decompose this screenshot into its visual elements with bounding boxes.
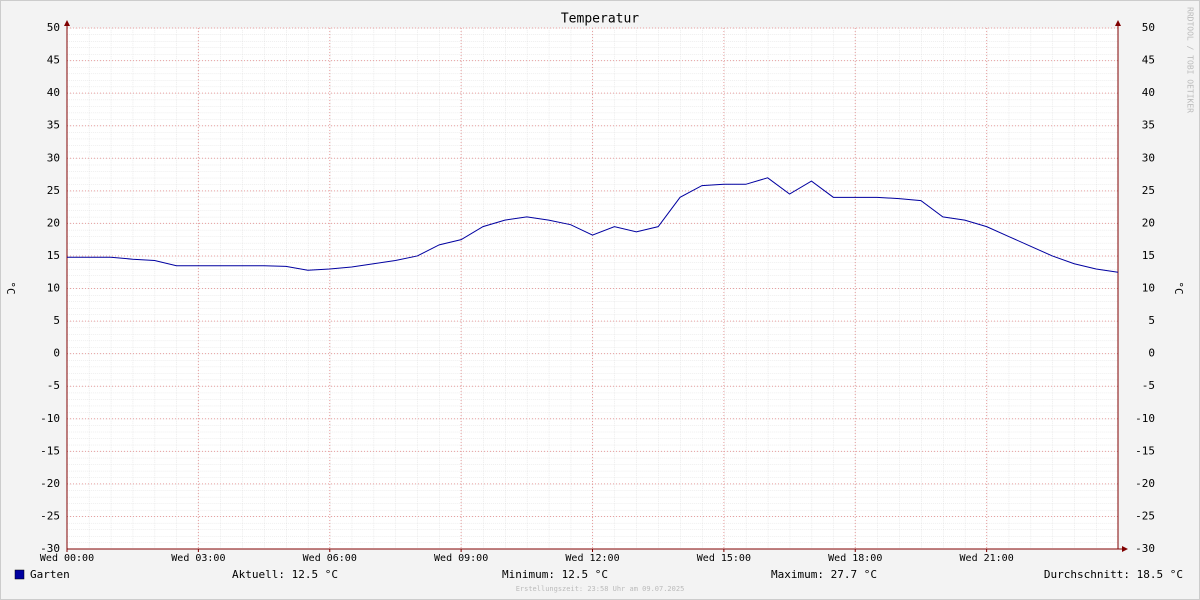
y2-tick-label: -10 — [1135, 412, 1155, 425]
y2-tick-label: 25 — [1142, 184, 1155, 197]
y2-tick-label: 15 — [1142, 249, 1155, 262]
y-tick-label: -15 — [40, 444, 60, 457]
legend-stat: Durchschnitt: 18.5 °C — [1044, 568, 1183, 581]
legend-stat: Maximum: 27.7 °C — [771, 568, 877, 581]
y-tick-label: 50 — [47, 21, 60, 34]
y-tick-label: -25 — [40, 509, 60, 522]
x-tick-label: Wed 03:00 — [171, 553, 225, 564]
chart-title: Temperatur — [561, 12, 639, 27]
arrow — [1122, 546, 1128, 552]
y-tick-label: 30 — [47, 151, 60, 164]
y2-tick-label: -5 — [1142, 379, 1155, 392]
y-tick-label: -10 — [40, 412, 60, 425]
y2-tick-label: 35 — [1142, 119, 1155, 132]
y-tick-label: -30 — [40, 542, 60, 555]
arrow — [64, 20, 70, 26]
x-tick-label: Wed 00:00 — [40, 553, 94, 564]
y2-tick-label: 40 — [1142, 86, 1155, 99]
y-tick-label: 35 — [47, 119, 60, 132]
x-tick-label: Wed 21:00 — [960, 553, 1014, 564]
y-tick-label: 15 — [47, 249, 60, 262]
y2-tick-label: 0 — [1148, 347, 1155, 360]
y2-tick-label: -25 — [1135, 509, 1155, 522]
y2-tick-label: 10 — [1142, 282, 1155, 295]
line — [67, 177, 1119, 273]
y-tick-label: -20 — [40, 477, 60, 490]
y-tick-label: 10 — [47, 282, 60, 295]
y-tick-label: 45 — [47, 54, 60, 67]
y2-tick-label: -20 — [1135, 477, 1155, 490]
watermark: RRDTOOL / TOBI OETIKER — [1186, 7, 1195, 113]
y-tick-label: 5 — [53, 314, 60, 327]
y-tick-label: 40 — [47, 86, 60, 99]
x-tick-label: Wed 12:00 — [565, 553, 619, 564]
y2-tick-label: 45 — [1142, 54, 1155, 67]
y-tick-label: 25 — [47, 184, 60, 197]
legend-swatch — [14, 569, 25, 580]
footer: Erstellungszeit: 23:58 Uhr am 09.07.2025 — [516, 585, 685, 593]
x-tick-label: Wed 18:00 — [828, 553, 882, 564]
y2-tick-label: 30 — [1142, 151, 1155, 164]
y-tick-label: 20 — [47, 216, 60, 229]
x-tick-label: Wed 09:00 — [434, 553, 488, 564]
y2-axis-label: °C — [1172, 281, 1185, 294]
y-tick-label: 0 — [53, 347, 60, 360]
y2-tick-label: 50 — [1142, 21, 1155, 34]
legend-stat: Minimum: 12.5 °C — [502, 568, 608, 581]
y2-tick-label: 5 — [1148, 314, 1155, 327]
legend-entry: Garten — [30, 568, 70, 581]
legend-stat: Aktuell: 12.5 °C — [232, 568, 338, 581]
y2-tick-label: -15 — [1135, 444, 1155, 457]
x-tick-label: Wed 06:00 — [303, 553, 357, 564]
y2-tick-label: -30 — [1135, 542, 1155, 555]
y2-tick-label: 20 — [1142, 216, 1155, 229]
arrow — [1115, 20, 1121, 26]
y-tick-label: -5 — [47, 379, 60, 392]
y-axis-label: °C — [4, 281, 17, 294]
x-tick-label: Wed 15:00 — [697, 553, 751, 564]
